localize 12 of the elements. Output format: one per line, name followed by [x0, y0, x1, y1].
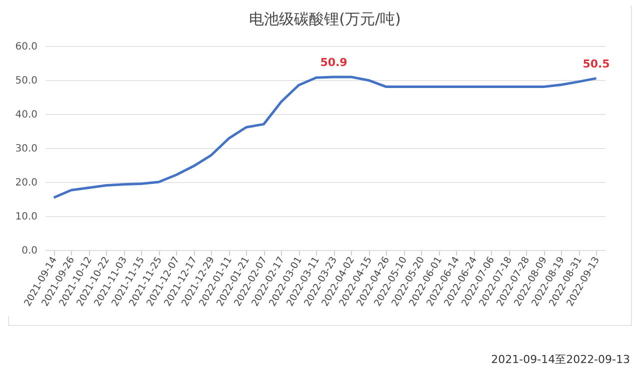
y-tick-label: 50.0 — [15, 76, 38, 86]
y-tick-label: 20.0 — [15, 178, 38, 188]
y-tick-label: 40.0 — [15, 110, 38, 120]
y-tick-label: 10.0 — [15, 212, 38, 222]
y-tick-label: 0.0 — [22, 246, 38, 256]
chart-title: 电池级碳酸锂(万元/吨) — [249, 10, 401, 28]
y-tick-label: 30.0 — [15, 144, 38, 154]
text: 2021-09-14至2022-09-13 — [491, 352, 630, 367]
data-label: 50.9 — [320, 56, 348, 69]
data-label: 50.5 — [582, 57, 610, 70]
y-tick-label: 60.0 — [15, 42, 38, 52]
line-series — [52, 76, 598, 199]
